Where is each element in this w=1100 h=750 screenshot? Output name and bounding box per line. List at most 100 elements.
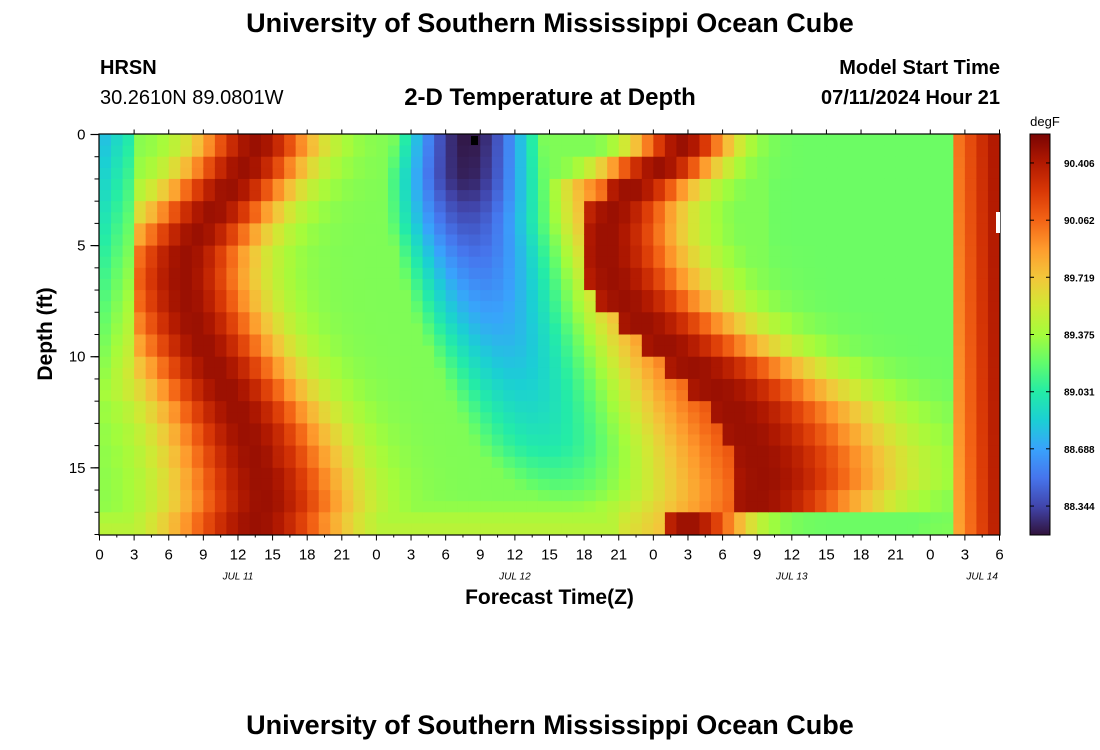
heatmap-cell	[745, 223, 758, 236]
heatmap-cell	[641, 501, 654, 513]
heatmap-cell	[468, 467, 481, 480]
heatmap-cell	[272, 201, 285, 213]
heatmap-cell	[941, 234, 954, 247]
heatmap-cell	[941, 478, 954, 491]
heatmap-cell	[687, 312, 701, 324]
heatmap-cell	[653, 501, 666, 513]
heatmap-cell	[422, 201, 435, 213]
heatmap-cell	[376, 445, 389, 458]
heatmap-cell	[122, 412, 135, 424]
heatmap-cell	[561, 445, 574, 458]
x-tick-label: 15	[818, 547, 835, 564]
heatmap-cell	[295, 223, 308, 236]
heatmap-cell	[364, 267, 378, 280]
heatmap-cell	[584, 467, 597, 480]
heatmap-cell	[307, 378, 320, 391]
heatmap-cell	[307, 356, 320, 369]
heatmap-cell	[607, 201, 620, 213]
heatmap-cell	[203, 312, 216, 324]
heatmap-cell	[849, 478, 862, 491]
heatmap-cell	[872, 467, 885, 480]
heatmap-cell	[861, 212, 874, 224]
heatmap-cell	[122, 445, 135, 458]
heatmap-cell	[514, 134, 528, 147]
heatmap-cell	[641, 356, 654, 369]
heatmap-cell	[514, 356, 528, 369]
heatmap-cell	[364, 501, 378, 513]
heatmap-cell	[561, 467, 574, 480]
heatmap-cell	[272, 401, 285, 413]
heatmap-cell	[318, 312, 331, 324]
heatmap-cell	[364, 290, 378, 302]
heatmap-cell	[180, 178, 193, 191]
heatmap-cell	[307, 490, 320, 502]
heatmap-cell	[687, 490, 701, 502]
heatmap-cell	[734, 145, 747, 158]
heatmap-cell	[653, 334, 666, 347]
heatmap-cell	[861, 523, 874, 536]
heatmap-cell	[572, 501, 585, 513]
heatmap-cell	[768, 456, 781, 469]
heatmap-cell	[272, 301, 285, 313]
heatmap-cell	[364, 378, 378, 391]
heatmap-cell	[561, 212, 574, 224]
heatmap-cell	[261, 445, 274, 458]
heatmap-cell	[641, 190, 654, 202]
heatmap-cell	[768, 278, 781, 291]
heatmap-cell	[722, 356, 735, 369]
heatmap-cell	[180, 367, 193, 380]
heatmap-cell	[711, 523, 724, 536]
heatmap-cell	[307, 290, 320, 302]
heatmap-cell	[249, 501, 262, 513]
heatmap-cell	[353, 223, 366, 236]
heatmap-cell	[837, 345, 851, 358]
heatmap-cell	[111, 178, 124, 191]
heatmap-cell	[745, 212, 758, 224]
heatmap-cell	[364, 278, 378, 291]
heatmap-cell	[676, 178, 689, 191]
heatmap-cell	[630, 378, 643, 391]
heatmap-cell	[191, 234, 204, 247]
heatmap-cell	[203, 290, 216, 302]
heatmap-cell	[191, 434, 204, 447]
heatmap-cell	[387, 323, 401, 336]
heatmap-cell	[861, 478, 874, 491]
heatmap-cell	[468, 290, 481, 302]
heatmap-cell	[861, 245, 874, 258]
heatmap-cell	[745, 278, 758, 291]
heatmap-cell	[99, 490, 112, 502]
heatmap-cell	[907, 401, 920, 413]
heatmap-cell	[757, 234, 770, 247]
heatmap-cell	[411, 512, 424, 524]
heatmap-cell	[480, 367, 493, 380]
heatmap-cell	[561, 345, 574, 358]
heatmap-cell	[618, 323, 631, 336]
heatmap-cell	[445, 423, 458, 436]
heatmap-cell	[249, 167, 262, 180]
heatmap-cell	[699, 290, 712, 302]
heatmap-cell	[399, 334, 412, 347]
heatmap-cell	[457, 478, 470, 491]
heatmap-cell	[503, 223, 516, 236]
heatmap-cell	[676, 423, 689, 436]
heatmap-cell	[653, 445, 666, 458]
heatmap-cell	[191, 323, 204, 336]
heatmap-cell	[226, 256, 239, 269]
heatmap-cell	[791, 390, 804, 402]
date-label: JUL 11	[222, 572, 254, 583]
heatmap-cell	[722, 234, 735, 247]
heatmap-cell	[907, 334, 920, 347]
heatmap-cell	[157, 167, 170, 180]
heatmap-cell	[168, 201, 181, 213]
heatmap-cell	[261, 412, 274, 424]
heatmap-cell	[364, 301, 378, 313]
heatmap-cell	[791, 156, 804, 169]
heatmap-cell	[457, 356, 470, 369]
heatmap-cell	[676, 434, 689, 447]
heatmap-cell	[768, 445, 781, 458]
heatmap-cell	[411, 478, 424, 491]
heatmap-cell	[514, 312, 528, 324]
heatmap-cell	[918, 334, 931, 347]
heatmap-cell	[341, 156, 354, 169]
heatmap-cell	[503, 434, 516, 447]
